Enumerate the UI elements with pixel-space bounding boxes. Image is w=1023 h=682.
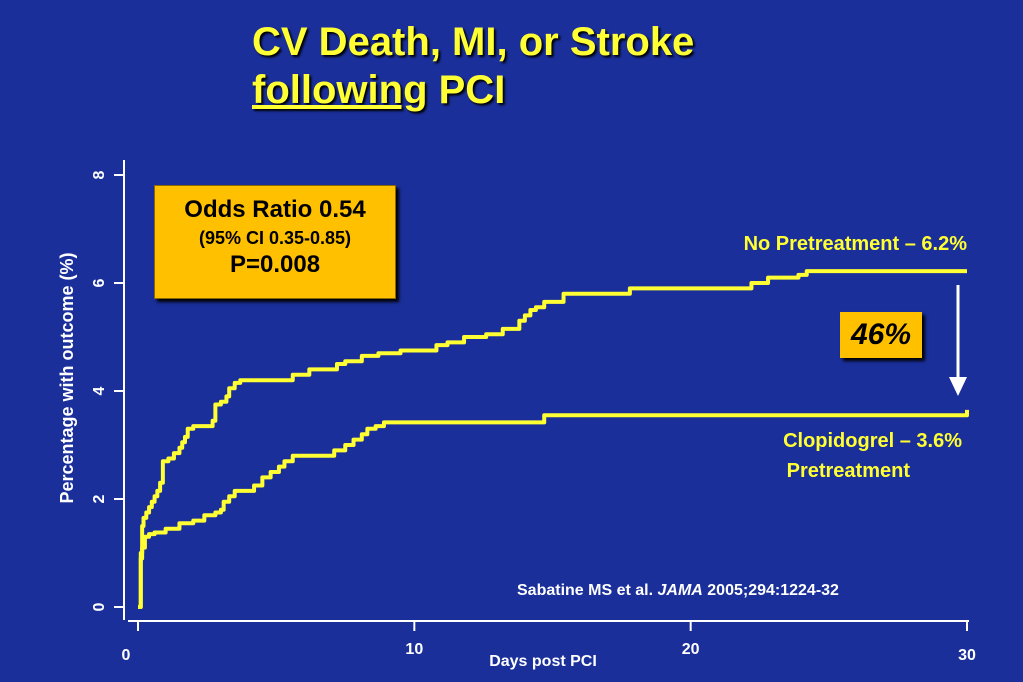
x-tick-label: 10 [405,641,423,658]
title-underlined-word: following [252,68,428,112]
odds-ratio-text: Odds Ratio 0.54 [184,196,366,223]
x-axis-label: Days post PCI [489,653,597,670]
citation-journal: JAMA [657,582,703,599]
odds-ratio-box: Odds Ratio 0.54 (95% CI 0.35-0.85) P=0.0… [154,185,396,299]
citation: Sabatine MS et al. JAMA 2005;294:1224-32 [517,582,839,600]
y-tick-label: 0 [91,602,108,611]
x-tick-label: 30 [958,647,976,664]
citation-authors: Sabatine MS et al. [517,582,658,599]
reduction-arrow-head [949,377,967,396]
x-tick-label: 20 [682,641,700,658]
title-line-2: following PCI [252,66,694,114]
chart-axes: 0 2 4 6 8 0 10 20 30 [91,160,976,664]
y-tick-label: 8 [91,170,108,179]
series-line-0 [138,269,967,609]
y-tick-label: 6 [91,278,108,287]
title-line-2-rest: PCI [427,68,506,112]
series-label-clopidogrel-line-2: Pretreatment [787,460,911,482]
y-axis-label: Percentage with outcome (%) [57,252,77,503]
reduction-arrow [949,285,967,396]
y-tick-label: 2 [91,494,108,503]
x-tick-label: 0 [122,647,131,664]
y-tick-label: 4 [91,386,108,395]
series-label-no-pretreatment: No Pretreatment – 6.2% [744,233,968,255]
series-layer: No Pretreatment – 6.2% Clopidogrel – 3.6%… [138,233,969,609]
reduction-badge: 46% [840,312,922,358]
citation-ref: 2005;294:1224-32 [702,582,839,599]
title-line-1: CV Death, MI, or Stroke [252,20,695,64]
slide-title: CV Death, MI, or Stroke following PCI [252,18,694,114]
p-value-text: P=0.008 [229,251,321,278]
series-label-clopidogrel: Clopidogrel – 3.6% [783,430,962,452]
series-line-1 [138,409,969,609]
confidence-interval-text: (95% CI 0.35-0.85) [198,228,352,248]
